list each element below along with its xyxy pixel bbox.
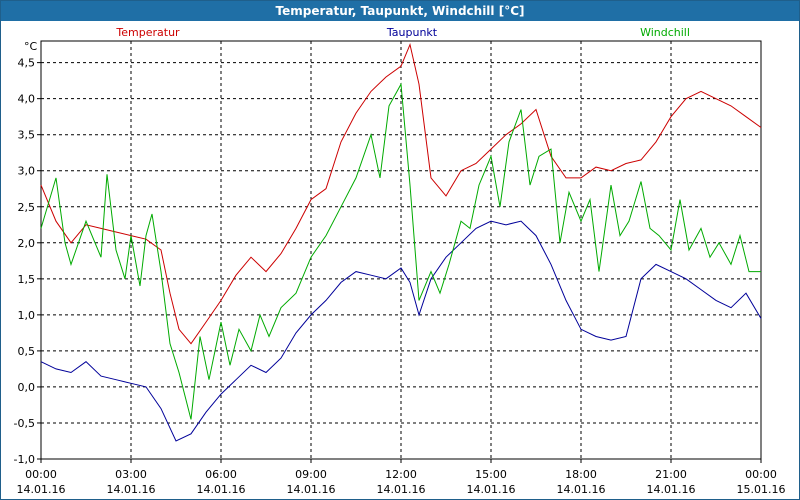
y-tick-label: 3,0 (18, 165, 36, 178)
legend-item-temperatur: Temperatur (115, 26, 180, 39)
y-tick-label: 0,0 (18, 381, 36, 394)
x-tick-time-label: 00:00 (745, 468, 777, 481)
legend: Temperatur Taupunkt Windchill (115, 26, 690, 39)
window-title: Temperatur, Taupunkt, Windchill [°C] (1, 1, 799, 21)
x-tick-date-label: 14.01.16 (17, 483, 66, 496)
x-tick-time-label: 15:00 (475, 468, 507, 481)
y-axis: 4,5 4,0 3,5 3,0 2,5 2,0 1,5 1,0 0,5 0,0 -0,5 -1,0 (14, 57, 41, 466)
legend-item-taupunkt: Taupunkt (386, 26, 438, 39)
y-tick-label: 2,5 (18, 201, 36, 214)
y-axis-unit-label: °C (24, 40, 38, 53)
legend-item-windchill: Windchill (640, 26, 690, 39)
x-tick-time-label: 00:00 (25, 468, 57, 481)
series-line-windchill (40, 82, 761, 420)
x-tick-time-label: 12:00 (385, 468, 417, 481)
x-tick-time-label: 09:00 (295, 468, 327, 481)
x-tick-time-label: 03:00 (115, 468, 147, 481)
grid-lines (41, 41, 761, 460)
y-tick-label: 4,5 (18, 57, 36, 70)
y-tick-label: 0,5 (18, 345, 36, 358)
x-tick-date-label: 14.01.16 (377, 483, 426, 496)
series-line-taupunkt (40, 220, 762, 442)
x-tick-time-label: 06:00 (205, 468, 237, 481)
x-tick-date-label: 15.01.16 (737, 483, 786, 496)
y-tick-label: 2,0 (18, 237, 36, 250)
series-line-temperatur (40, 42, 762, 345)
y-tick-label: -1,0 (14, 453, 35, 466)
y-tick-label: 3,5 (18, 129, 36, 142)
y-tick-label: 1,0 (18, 309, 36, 322)
x-tick-date-label: 14.01.16 (287, 483, 336, 496)
x-tick-date-label: 14.01.16 (467, 483, 516, 496)
y-tick-label: -0,5 (14, 417, 35, 430)
x-axis: 00:00 14.01.16 03:00 14.01.16 06:00 14.01.16 0… (17, 459, 786, 496)
x-tick-date-label: 14.01.16 (107, 483, 156, 496)
y-tick-label: 1,5 (18, 273, 36, 286)
y-tick-label: 4,0 (18, 93, 36, 106)
x-tick-time-label: 21:00 (655, 468, 687, 481)
series-lines (40, 42, 762, 442)
x-tick-time-label: 18:00 (565, 468, 597, 481)
x-tick-date-label: 14.01.16 (557, 483, 606, 496)
x-tick-date-label: 14.01.16 (197, 483, 246, 496)
x-tick-date-label: 14.01.16 (647, 483, 696, 496)
